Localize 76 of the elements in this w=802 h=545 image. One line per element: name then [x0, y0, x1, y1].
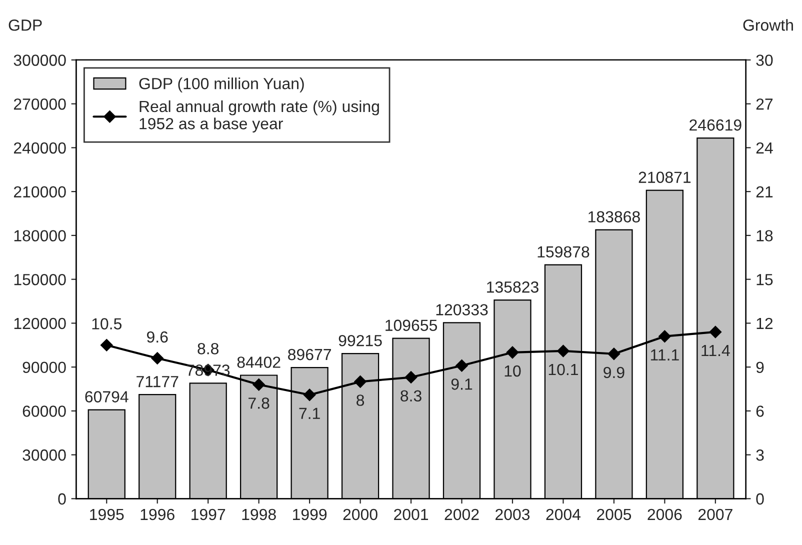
point [608, 348, 620, 360]
data-label: 109655 [386, 320, 438, 331]
y-tick-label: 210000 [14, 186, 66, 198]
x-tick-label: 2006 [648, 508, 682, 520]
y-tick-label: 30000 [22, 449, 66, 461]
x-tick-label: 2007 [698, 508, 732, 520]
data-label: 99215 [338, 334, 382, 346]
data-label: 9.1 [451, 378, 472, 390]
data-label: 210871 [638, 172, 691, 183]
point [709, 326, 722, 338]
point [557, 344, 570, 358]
data-label: 11.4 [702, 345, 730, 356]
y-tick-label: 240000 [14, 142, 66, 154]
data-label: 183868 [588, 211, 640, 222]
data-label: 10.5 [92, 318, 122, 330]
x-tick-label: 2005 [596, 508, 632, 520]
y-tick-label: 60000 [22, 406, 66, 417]
point [506, 346, 519, 359]
x-tick-label: 1997 [192, 508, 226, 520]
y-tick-label: 180000 [14, 230, 66, 242]
data-label: 8.8 [198, 343, 219, 354]
data-label: 8 [356, 394, 364, 406]
data-label: 10 [504, 365, 521, 377]
data-label: 7.1 [299, 408, 320, 419]
data-label: 71177 [136, 376, 178, 388]
data-label: 120333 [436, 304, 488, 316]
data-label: 60794 [85, 391, 128, 402]
y2-tick-label: 27 [756, 98, 773, 110]
x-tick-label: 2004 [546, 508, 581, 520]
point [354, 376, 366, 388]
data-label: 89677 [288, 348, 331, 360]
y2-tick-label: 30 [756, 54, 773, 66]
data-label: 9.9 [604, 366, 624, 378]
y-axis-title: GDP [8, 19, 42, 31]
point [658, 330, 671, 342]
y-tick-label: 0 [58, 493, 66, 505]
point [151, 352, 164, 364]
y2-tick-label: 18 [756, 230, 773, 242]
y2-tick-label: 3 [756, 449, 764, 461]
x-tick-label: 2000 [343, 508, 378, 520]
x-tick-label: 1998 [242, 508, 276, 520]
legend-label: GDP (100 million Yuan) [139, 78, 304, 92]
y-tick-label: 150000 [14, 274, 66, 286]
y2-tick-label: 0 [756, 493, 764, 505]
x-tick-label: 1999 [293, 508, 327, 520]
point [252, 378, 265, 391]
data-label: 246619 [690, 119, 742, 131]
y2-tick-label: 9 [756, 362, 764, 373]
legend-label: Real annual growth rate (%) using 1952 as a base year [140, 100, 379, 132]
x-tick-label: 2002 [444, 508, 479, 520]
y2-tick-label: 15 [756, 274, 773, 286]
data-label: 11.1 [650, 349, 679, 360]
data-label: 159878 [538, 246, 590, 258]
x-tick-label: 1996 [140, 508, 174, 520]
data-label: 10.1 [548, 364, 578, 376]
y-tick-label: 90000 [22, 362, 66, 373]
y-tick-label: 300000 [14, 54, 66, 66]
y2-tick-label: 12 [756, 318, 773, 329]
y2-tick-label: 21 [756, 186, 773, 198]
point [404, 371, 418, 384]
x-tick-label: 2001 [394, 508, 428, 520]
y-tick-label: 120000 [14, 318, 66, 330]
y2-axis-title: Growth [743, 19, 793, 31]
data-label: 9.6 [147, 331, 168, 343]
y2-tick-label: 24 [756, 142, 773, 154]
y2-tick-label: 6 [756, 406, 764, 417]
x-tick-label: 1995 [90, 508, 124, 520]
data-label: 8.3 [400, 390, 422, 402]
point [456, 360, 468, 372]
x-tick-label: 2003 [496, 508, 530, 520]
y-tick-label: 270000 [14, 98, 66, 110]
data-label: 84402 [237, 356, 280, 368]
data-label: 135823 [487, 281, 538, 293]
point [100, 339, 113, 352]
point [303, 388, 316, 401]
data-label: 7.8 [248, 398, 270, 409]
